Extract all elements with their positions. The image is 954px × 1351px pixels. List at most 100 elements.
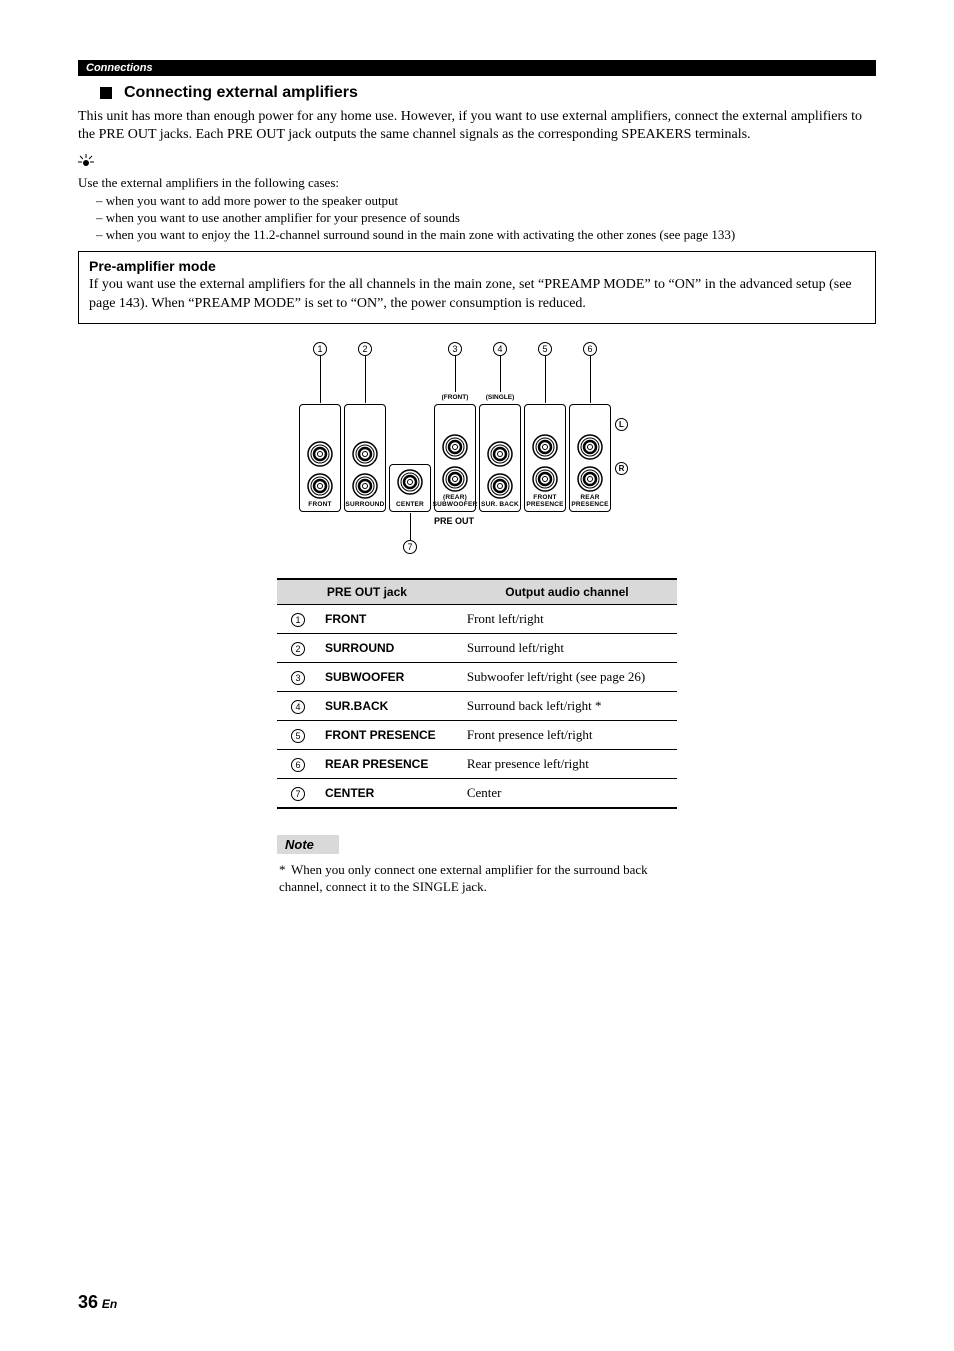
row-output-cell: Front presence left/right [457,720,677,749]
callout-number: 5 [538,342,552,356]
preout-table: PRE OUT jack Output audio channel 1 FRONT… [277,578,677,809]
callout-number: 3 [448,342,462,356]
table-row: 2 SURROUNDSurround left/right [277,633,677,662]
table-row: 5 FRONT PRESENCEFront presence left/right [277,720,677,749]
row-num-cell: 1 [277,604,321,633]
header-section-bar: Connections [78,60,876,76]
section-title: Connecting external amplifiers [124,84,358,102]
row-number-badge: 1 [291,613,305,627]
rca-jack-icon [532,466,558,492]
note-title: Note [277,835,339,854]
table-row: 7 CENTERCenter [277,778,677,808]
row-jack-cell: SURROUND [321,633,457,662]
rca-jack-icon [352,441,378,467]
jack-label: FRONTPRESENCE [526,495,563,509]
row-jack-cell: CENTER [321,778,457,808]
callout-line [545,356,546,403]
preamp-box-title: Pre-amplifier mode [89,258,865,274]
rca-jack-icon [487,441,513,467]
row-jack-cell: SUBWOOFER [321,662,457,691]
rca-jack-icon [577,466,603,492]
rca-jack-icon [532,434,558,460]
callout-number: 2 [358,342,372,356]
jack-label: FRONT [308,502,331,509]
rca-jack-icon [307,441,333,467]
rca-jack-icon [442,466,468,492]
jack-label: SURROUND [345,502,384,509]
channel-r-badge: R [615,462,628,475]
rca-jack-icon [352,473,378,499]
callout-line [590,356,591,403]
rca-jack-icon [397,469,423,495]
row-num-cell: 7 [277,778,321,808]
row-jack-cell: FRONT PRESENCE [321,720,457,749]
th-output: Output audio channel [457,579,677,605]
channel-l-badge: L [615,418,628,431]
callout-line [455,356,456,392]
jack-label: REARPRESENCE [571,495,608,509]
jack-group: FRONTPRESENCE [524,404,566,512]
callout-number: 1 [313,342,327,356]
jack-group-center: CENTER [389,464,431,512]
row-num-cell: 3 [277,662,321,691]
callout-line [500,356,501,392]
callout-number: 4 [493,342,507,356]
hint-item: – when you want to add more power to the… [96,193,876,209]
row-jack-cell: FRONT [321,604,457,633]
note-text: When you only connect one external ampli… [279,862,648,894]
intro-paragraph: This unit has more than enough power for… [78,108,876,144]
rca-jack-icon [307,473,333,499]
callout-line [365,356,366,403]
asterisk-icon: * [279,862,291,879]
preamp-box: Pre-amplifier mode If you want use the e… [78,251,876,323]
row-output-cell: Subwoofer left/right (see page 26) [457,662,677,691]
row-number-badge: 3 [291,671,305,685]
callout-number: 6 [583,342,597,356]
row-num-cell: 2 [277,633,321,662]
page-number: 36 En [78,1292,117,1313]
row-jack-cell: SUR.BACK [321,691,457,720]
table-row: 1 FRONTFront left/right [277,604,677,633]
preamp-box-body: If you want use the external amplifiers … [89,276,865,312]
row-output-cell: Front left/right [457,604,677,633]
jack-top-label: (SINGLE) [479,394,521,401]
table-row: 4 SUR.BACKSurround back left/right * [277,691,677,720]
jack-top-label: (FRONT) [434,394,476,401]
row-number-badge: 4 [291,700,305,714]
jack-group: FRONT [299,404,341,512]
diagram-wrap: FRONT1SURROUND2(REAR)SUBWOOFER(FRONT)3SU… [78,342,876,552]
row-num-cell: 4 [277,691,321,720]
row-num-cell: 5 [277,720,321,749]
row-output-cell: Rear presence left/right [457,749,677,778]
preout-diagram: FRONT1SURROUND2(REAR)SUBWOOFER(FRONT)3SU… [277,342,677,552]
page-lang: En [102,1297,117,1311]
hint-item: – when you want to use another amplifier… [96,210,876,226]
row-number-badge: 2 [291,642,305,656]
row-number-badge: 7 [291,787,305,801]
hint-list: – when you want to add more power to the… [78,193,876,243]
note-body: *When you only connect one external ampl… [277,862,677,896]
square-bullet-icon [100,87,112,99]
jack-group: (REAR)SUBWOOFER [434,404,476,512]
rca-jack-icon [487,473,513,499]
rca-jack-icon [442,434,468,460]
row-num-cell: 6 [277,749,321,778]
table-row: 6REAR PRESENCERear presence left/right [277,749,677,778]
hint-lead: Use the external amplifiers in the follo… [78,175,876,191]
table-row: 3 SUBWOOFERSubwoofer left/right (see page… [277,662,677,691]
preout-label: PRE OUT [434,516,474,526]
row-output-cell: Center [457,778,677,808]
jack-label: CENTER [396,502,424,509]
callout-number: 7 [403,540,417,554]
th-jack: PRE OUT jack [277,579,457,605]
row-output-cell: Surround back left/right * [457,691,677,720]
page-num-value: 36 [78,1292,98,1312]
callout-line [410,513,411,540]
row-number-badge: 5 [291,729,305,743]
row-output-cell: Surround left/right [457,633,677,662]
row-number-badge: 6 [291,758,305,772]
hint-item: – when you want to enjoy the 11.2-channe… [96,227,876,243]
section-title-row: Connecting external amplifiers [78,84,876,102]
note-wrap: Note *When you only connect one external… [78,835,876,896]
callout-line [320,356,321,403]
